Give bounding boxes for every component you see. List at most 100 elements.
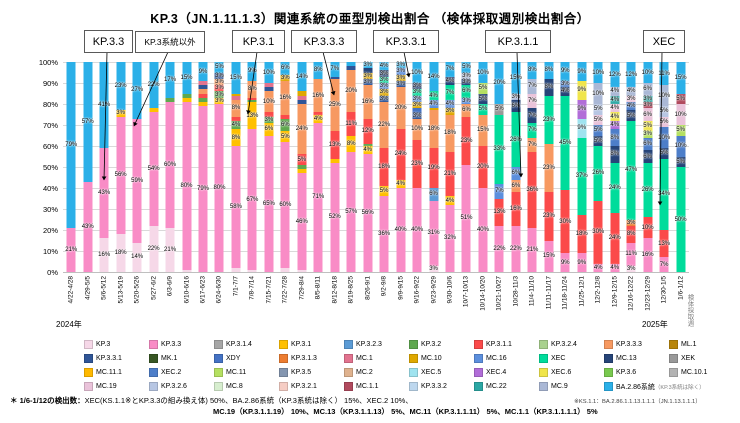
bar-segment-KP.3.3: 80% xyxy=(213,104,225,272)
bar-segment-MC.13: 8% xyxy=(610,146,620,163)
bar-segment-BA.2.86系統: 20% xyxy=(493,62,505,105)
segment-label: 4% xyxy=(610,96,620,103)
bar-segment-MC.9: 10% xyxy=(658,85,670,107)
bar-segment-BA.2.86系統: 8% xyxy=(527,62,537,79)
bar-segment-KP.3.1 xyxy=(330,158,340,163)
bar-segment-MC.10 xyxy=(297,91,307,96)
bar-segment-BA.2.86系統: 8% xyxy=(313,62,323,79)
legend-label: MC.19 xyxy=(96,383,117,390)
bar-segment-BA.2.86系統: 6% xyxy=(280,62,290,75)
segment-label: 9% xyxy=(560,68,570,75)
segment-label: 9% xyxy=(577,259,587,266)
bar-7/1-7/7: 58% 8% 4% 8% 15% xyxy=(228,62,244,272)
segment-label: 3% xyxy=(396,68,405,75)
segment-label: 6% xyxy=(643,153,652,160)
segment-label: 4% xyxy=(231,122,241,129)
segment-label: 40% xyxy=(394,227,407,233)
bar-10/14-10/20: 40% 20% 15% 5% 5% 5% 10% xyxy=(475,62,491,272)
bar-segment-XEC: 26% xyxy=(509,112,522,168)
bar-segment-KP.3.3.1: 3% xyxy=(363,78,373,86)
bar-segment-KP.3.3.3 xyxy=(198,89,208,94)
bar-segment-KP.3.1 xyxy=(198,101,208,107)
x-tick-label: 12/30-1/5 xyxy=(660,276,668,304)
segment-label: 41% xyxy=(98,102,111,109)
legend-item-KP.3.3.2: KP.3.3.2 xyxy=(409,380,474,393)
bar-segment-KP.3.2 xyxy=(363,143,373,147)
segment-label: 9% xyxy=(577,87,587,94)
bar-segment-XEC.2: 8% xyxy=(610,129,620,147)
bar-segment-MC.11: 5% xyxy=(478,83,488,94)
bar-segment-KP.3.3: 80% xyxy=(181,101,193,270)
bar-segment-KP.3 xyxy=(280,267,290,272)
segment-label: 5% xyxy=(495,106,504,113)
segment-label: 3% xyxy=(363,78,373,85)
bar-segment-MC.1 xyxy=(198,80,208,86)
bar-segment-KP.3.1.3: 3% xyxy=(626,219,636,226)
bar-segment-MC.13: 3% xyxy=(412,83,422,90)
segment-label: 3% xyxy=(396,62,405,69)
bar-12/2-12/8: 4% 30% 26% 5% 5% 5% 5% 10% 10% xyxy=(590,62,606,272)
bar-segment-BA.2.86系統: 10% xyxy=(592,62,604,84)
segment-label: 65% xyxy=(262,200,275,207)
bar-segment-KP.3.3.3: 6% xyxy=(511,179,521,193)
x-slot: 4/22-4/28 xyxy=(63,276,79,322)
legend-label: KP.3.5 xyxy=(291,369,312,376)
segment-label: 27% xyxy=(131,87,144,94)
segment-label: 5% xyxy=(478,85,488,92)
bar-6/17-6/23: 79% 9% xyxy=(195,62,211,272)
segment-label: 14% xyxy=(131,254,144,261)
segment-label: 22% xyxy=(509,245,522,252)
bar-segment-KP.3.2.3: 6% xyxy=(429,188,439,201)
legend-label: XEK xyxy=(681,355,696,362)
bar-segment-BA.2.86系統: 11% xyxy=(658,62,670,86)
legend-item-MC.13: MC.13 xyxy=(604,352,669,365)
annotation-box-kp311: KP.3.1.1 xyxy=(485,30,551,53)
x-tick-label: 4/29-5/5 xyxy=(84,276,92,300)
segment-label: 26% xyxy=(509,136,522,143)
segment-label: 16% xyxy=(98,252,111,259)
segment-label: 6% xyxy=(511,103,521,110)
segment-label: 3% xyxy=(626,265,636,272)
legend-item-KP.3.1: KP.3.1 xyxy=(279,338,344,351)
footnote-line1-body: XEC(KS.1.1※とKP.3.3の組み換え体) 50%、BA.2.86系統（… xyxy=(84,396,413,405)
segment-label: 58% xyxy=(229,203,242,210)
legend-label: MC.16 xyxy=(486,355,507,362)
legend-swatch xyxy=(149,382,158,391)
x-tick-label: 8/5-8/11 xyxy=(314,276,322,300)
segment-label: 52% xyxy=(328,214,341,221)
bar-segment-KP.3: 14% xyxy=(131,242,144,272)
segment-label: 5% xyxy=(643,123,652,130)
bar-segment-KP.3.3: 71% xyxy=(312,122,324,272)
bar-segment-BA.2.86系統: 14% xyxy=(428,62,440,92)
segment-label: 8% xyxy=(346,140,356,147)
segment-label: 60% xyxy=(164,161,177,168)
bar-11/11-11/17: 15% 23% 23% 23% 8% 8% xyxy=(541,62,557,272)
bar-stack: 40% 20% 15% 5% 5% 5% 10% xyxy=(477,62,489,272)
segment-label: 7% xyxy=(330,66,340,73)
segment-label: 3% xyxy=(379,76,389,83)
bar-segment-BA.2.86系統: 8% xyxy=(544,62,554,79)
bar-segment-KP.3.1 xyxy=(297,169,307,174)
segment-label: 4% xyxy=(610,88,620,95)
legend-label-sub: （KP.3系統は除く） xyxy=(654,384,705,391)
bar-segment-MC.13: 4% xyxy=(445,76,455,86)
legend-label: MC.10.1 xyxy=(681,369,708,376)
bar-segment-XEC.6: 4% xyxy=(610,112,620,121)
legend-swatch xyxy=(474,368,483,377)
bar-stack: 57% 8% 11% 20% xyxy=(345,62,357,272)
segment-label: 15% xyxy=(180,74,193,81)
bar-segment-KP.3.3.1: 3% xyxy=(379,95,389,102)
bar-segment-KP.3.2 xyxy=(198,97,208,102)
segment-label: 8% xyxy=(544,67,554,74)
segment-label: 3% xyxy=(626,219,636,226)
bar-segment-KP.3.3: 32% xyxy=(444,204,456,272)
segment-label: 79% xyxy=(196,186,209,193)
bar-segment-XEC: 3% xyxy=(412,89,422,96)
segment-label: 10% xyxy=(641,224,654,231)
bar-segment-MC.1 xyxy=(297,95,307,100)
segment-label: 23% xyxy=(542,165,555,172)
bar-segment-KP.3.3.3: 10% xyxy=(411,118,423,140)
bar-stack: 67% 13% 8% 9% xyxy=(246,62,258,272)
legend-swatch xyxy=(344,340,353,349)
bar-9/23-9/29: 3% 31% 6% 19% 18% 4% 4% 14% xyxy=(425,62,441,272)
